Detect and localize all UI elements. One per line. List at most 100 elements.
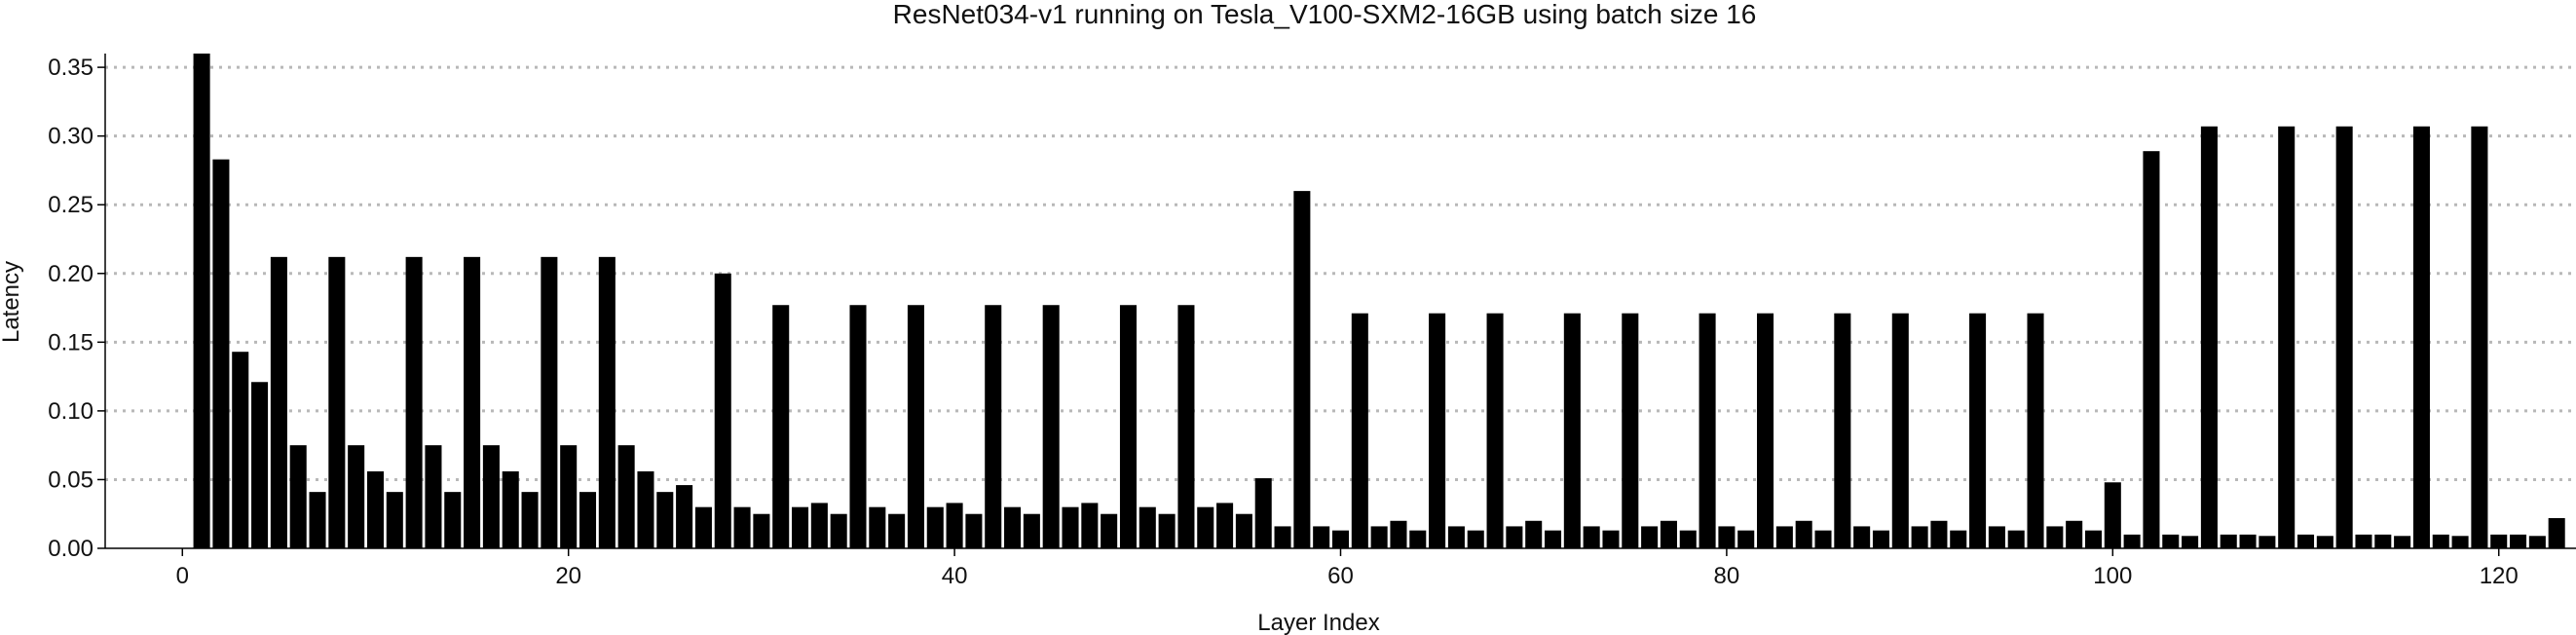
bar — [1525, 520, 1543, 548]
bar — [2471, 126, 2488, 549]
bar — [1506, 526, 1523, 548]
bar — [560, 445, 578, 548]
bar — [1370, 526, 1388, 548]
y-tick-label: 0.35 — [48, 55, 93, 81]
bar — [1081, 503, 1099, 548]
bar — [2548, 517, 2565, 548]
bar — [270, 256, 287, 548]
bar — [1853, 526, 1871, 548]
bar — [289, 445, 307, 548]
bar — [2490, 534, 2508, 548]
y-tick-label: 0.10 — [48, 398, 93, 425]
bar — [1216, 503, 1234, 548]
bar — [1313, 526, 1330, 548]
bar — [1101, 513, 1118, 548]
bar — [946, 503, 963, 548]
bar — [617, 445, 635, 548]
bar — [694, 506, 712, 548]
bar — [830, 513, 847, 548]
bar — [1293, 191, 1311, 548]
bar — [1467, 530, 1484, 548]
y-tick-label: 0.30 — [48, 124, 93, 150]
x-tick-label: 60 — [1327, 563, 1354, 589]
bar — [1911, 526, 1928, 548]
bar — [1390, 520, 1407, 548]
bar — [1930, 520, 1948, 548]
bar — [309, 492, 326, 548]
bar — [2162, 534, 2180, 548]
bar — [772, 305, 790, 548]
bar — [1139, 506, 1156, 548]
bar — [2046, 526, 2064, 548]
bar — [1988, 526, 2005, 548]
y-tick-label: 0.25 — [48, 192, 93, 218]
bar — [2451, 536, 2469, 548]
bar — [2528, 536, 2546, 548]
bar — [444, 492, 462, 548]
bar — [2374, 534, 2392, 548]
bar — [1795, 520, 1812, 548]
bar — [2296, 534, 2315, 548]
x-tick-label: 40 — [942, 563, 968, 589]
bar — [714, 273, 731, 548]
bar — [2084, 530, 2103, 548]
bar — [1718, 526, 1736, 548]
bar — [2412, 126, 2430, 549]
bar — [1119, 305, 1137, 548]
bar — [849, 305, 867, 548]
bar — [1602, 530, 1620, 548]
bar — [1583, 526, 1600, 548]
bar — [348, 445, 365, 548]
bar — [2335, 126, 2353, 549]
y-tick-label: 0.00 — [48, 536, 93, 562]
bar — [1062, 506, 1079, 548]
bar — [753, 513, 770, 548]
bar — [502, 470, 519, 548]
bar — [2259, 536, 2276, 548]
bar — [1834, 313, 1851, 548]
bar — [985, 305, 1002, 548]
bar — [1622, 313, 1639, 548]
bar — [1563, 313, 1581, 548]
bar — [2007, 530, 2025, 548]
bar — [1042, 305, 1060, 548]
x-tick-label: 80 — [1714, 563, 1740, 589]
bar — [2394, 536, 2411, 548]
bar — [1177, 305, 1195, 548]
bar — [2123, 534, 2141, 548]
y-axis-label: Latency — [0, 261, 24, 343]
bar — [464, 256, 481, 548]
bar-series — [193, 54, 2565, 549]
bar — [425, 445, 442, 548]
bar — [405, 256, 423, 548]
bar — [965, 513, 983, 548]
bar — [1486, 313, 1504, 548]
bar — [366, 470, 385, 548]
bar — [792, 506, 809, 548]
bar — [2432, 534, 2449, 548]
bar — [1429, 313, 1446, 548]
bar — [2510, 534, 2527, 548]
bar — [1158, 513, 1176, 548]
bar — [1254, 478, 1272, 548]
x-tick-label: 100 — [2093, 563, 2132, 589]
bar — [251, 382, 269, 548]
bar — [2278, 126, 2296, 549]
bar — [482, 445, 500, 548]
bar — [541, 256, 558, 548]
y-axis-ticks: 0.00 0.05 0.10 0.15 0.20 0.25 0.30 0.35 — [48, 55, 105, 562]
bar — [232, 352, 249, 548]
x-tick-label: 0 — [176, 563, 189, 589]
bar — [1660, 520, 1677, 548]
bar — [598, 256, 616, 548]
y-tick-label: 0.20 — [48, 261, 93, 287]
x-axis-label: Layer Index — [1257, 610, 1379, 635]
y-tick-label: 0.15 — [48, 329, 93, 355]
bar — [1409, 530, 1427, 548]
bar — [1950, 530, 1967, 548]
bar — [2104, 482, 2121, 548]
bar — [1004, 506, 1022, 548]
bar — [926, 506, 944, 548]
bar — [212, 159, 230, 548]
